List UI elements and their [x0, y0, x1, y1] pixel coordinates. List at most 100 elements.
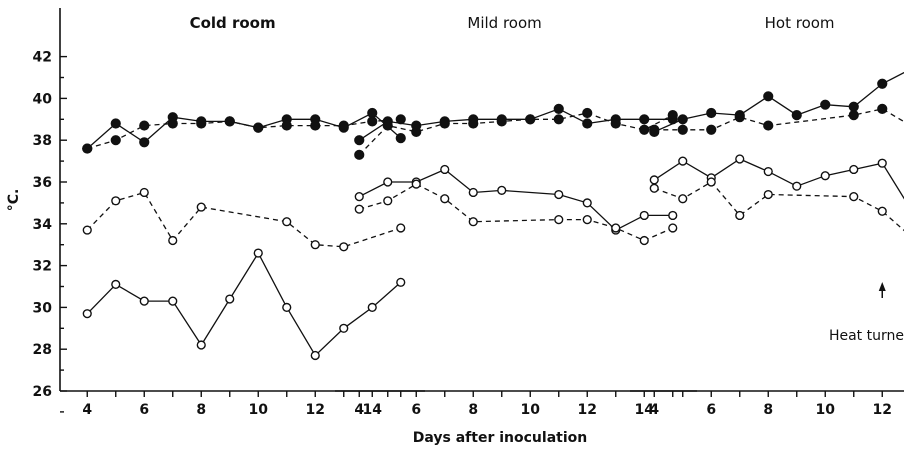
data-point-hollow: [582, 198, 592, 208]
data-point-filled: [649, 124, 660, 135]
data-point-filled: [877, 103, 888, 114]
data-point-hollow: [706, 177, 716, 187]
data-point-filled: [82, 143, 93, 154]
series-line: [654, 71, 904, 133]
y-tick-label: 36: [33, 175, 52, 191]
data-point-hollow: [282, 302, 292, 313]
data-point-hollow: [849, 192, 859, 202]
y-axis: 26 28 30 32 34 36 38 40 42: [33, 8, 67, 413]
data-point-hollow: [668, 210, 678, 221]
data-point-filled: [639, 114, 650, 125]
data-point-filled: [763, 91, 774, 102]
panel-mild-room: 4 6 8 10 12 14 Mild room: [335, 14, 697, 418]
series-hollow-dashed: [82, 187, 406, 252]
x-tick-label: 12: [873, 402, 892, 418]
data-point-filled: [338, 120, 349, 131]
series-line: [86, 112, 402, 150]
data-point-hollow: [849, 164, 859, 175]
x-tick-label: 10: [521, 402, 541, 418]
panels: 4 6 8 10 12 14 Cold room 4 6 8 10 12 14 Mild room 4 6 8 1…: [60, 14, 904, 418]
data-point-hollow: [649, 183, 659, 193]
x-tick-label: 4: [354, 402, 364, 418]
data-point-filled: [139, 137, 150, 148]
data-point-hollow: [82, 309, 92, 319]
data-point-hollow: [639, 235, 649, 246]
series-line: [358, 108, 673, 141]
data-point-hollow: [763, 166, 773, 177]
data-point-filled: [310, 120, 321, 131]
data-point-hollow: [354, 204, 364, 214]
data-point-hollow: [396, 223, 406, 233]
y-tick-label: 30: [33, 300, 53, 316]
x-tick-label: 6: [139, 402, 149, 418]
data-point-filled: [139, 120, 150, 131]
data-point-hollow: [339, 323, 349, 333]
data-point-hollow: [820, 171, 830, 181]
data-point-filled: [553, 114, 564, 125]
data-point-hollow: [383, 196, 393, 206]
y-tick-label: 38: [33, 133, 52, 149]
data-point-filled: [734, 112, 745, 123]
series-line: [87, 118, 401, 150]
data-point-hollow: [468, 217, 478, 227]
data-point-hollow: [468, 187, 478, 198]
data-point-hollow: [649, 175, 659, 185]
data-point-filled: [525, 114, 536, 125]
data-point-filled: [439, 118, 450, 129]
series-filled-solid: [82, 107, 406, 154]
series-filled-dashed: [354, 107, 678, 160]
series-line: [86, 191, 402, 248]
data-point-filled: [110, 135, 121, 146]
series-filled-dashed: [649, 103, 904, 135]
data-point-hollow: [582, 215, 592, 225]
data-point-hollow: [111, 279, 121, 290]
x-tick-label: 6: [411, 402, 421, 418]
data-point-filled: [610, 118, 621, 129]
data-point-filled: [677, 114, 688, 125]
data-point-hollow: [354, 192, 364, 202]
data-point-hollow: [168, 296, 178, 306]
data-point-hollow: [310, 240, 320, 250]
data-point-filled: [848, 101, 859, 112]
x-tick-label: 4: [649, 402, 659, 418]
data-point-hollow: [383, 177, 393, 187]
y-tick-label: 28: [33, 342, 52, 358]
data-point-filled: [281, 120, 292, 131]
data-point-filled: [411, 126, 422, 137]
data-point-filled: [167, 118, 178, 129]
x-tick-label: 12: [306, 402, 325, 418]
series-line: [654, 181, 904, 232]
data-point-filled: [354, 135, 365, 146]
data-point-hollow: [735, 154, 745, 164]
series-line: [86, 251, 402, 357]
data-point-hollow: [367, 302, 377, 313]
data-point-hollow: [792, 181, 802, 191]
y-tick-label: 42: [33, 50, 52, 66]
x-tick-label: 8: [763, 402, 773, 418]
panel-title: Cold room: [190, 14, 276, 32]
x-tick-label: 6: [706, 402, 716, 418]
data-point-hollow: [139, 187, 149, 198]
series-filled-solid: [649, 71, 904, 137]
data-point-filled: [253, 122, 264, 133]
panel-title: Hot room: [765, 14, 835, 32]
data-point-filled: [110, 118, 121, 129]
x-tick-label: 14: [363, 402, 383, 418]
data-point-filled: [582, 118, 593, 129]
x-tick-label: 12: [578, 402, 597, 418]
data-point-hollow: [111, 196, 121, 206]
data-point-filled: [468, 118, 479, 129]
data-point-hollow: [82, 225, 92, 235]
data-point-filled: [848, 110, 859, 121]
data-point-filled: [553, 103, 564, 114]
data-point-filled: [820, 99, 831, 110]
x-tick-label: 8: [468, 402, 478, 418]
data-point-hollow: [668, 223, 678, 233]
data-point-hollow: [225, 294, 235, 304]
data-point-hollow: [196, 340, 206, 350]
panel-cold-room: 4 6 8 10 12 14 Cold room: [60, 14, 425, 418]
data-point-hollow: [282, 217, 292, 227]
annotation-label: Heat turned off: [829, 328, 904, 344]
data-point-filled: [791, 110, 802, 121]
